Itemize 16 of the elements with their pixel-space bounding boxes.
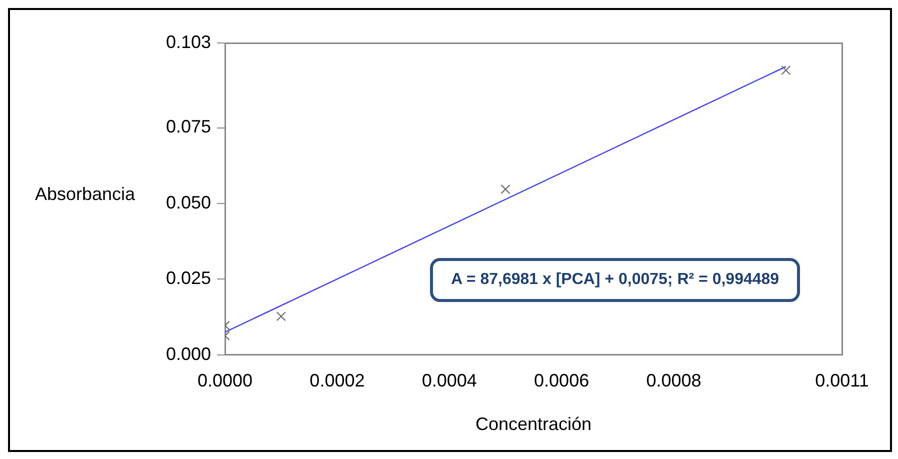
y-tick-label: 0.025 xyxy=(166,268,212,288)
x-tick-label: 0.0002 xyxy=(310,370,365,391)
y-tick-label: 0.103 xyxy=(166,32,212,52)
point xyxy=(500,184,510,194)
x-axis-title: Concentración xyxy=(475,414,592,434)
y-tick-label: 0.000 xyxy=(166,344,212,364)
x-tick-label: 0.0006 xyxy=(534,370,590,391)
x-tick-label: 0.0000 xyxy=(198,370,253,391)
x-tick-label: 0.0008 xyxy=(646,370,702,391)
y-axis-title: Absorbancia xyxy=(35,184,136,204)
point xyxy=(781,65,791,76)
x-tick-label: 0.0011 xyxy=(815,370,869,391)
y-tick-label: 0.075 xyxy=(166,116,212,137)
y-tick-label: 0.050 xyxy=(166,192,212,212)
x-tick-label: 0.0004 xyxy=(422,370,477,391)
annotation: A = 87,6981 x [PCA] + 0,0075; R² = 0,994489 xyxy=(430,258,800,302)
